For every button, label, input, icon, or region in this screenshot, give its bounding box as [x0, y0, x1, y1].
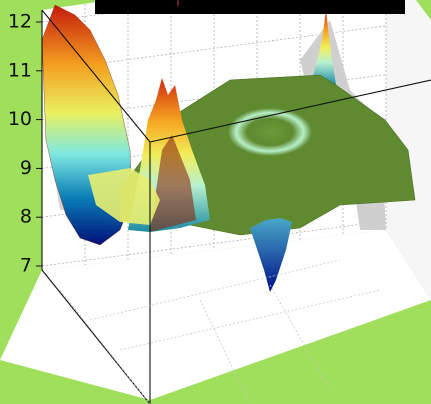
title-bar — [95, 0, 405, 14]
z-tick-label: 7 — [20, 255, 32, 277]
z-axis: 7 8 9 10 11 12 — [8, 11, 42, 277]
grid-line — [41, 220, 387, 267]
z-tick-label: 9 — [20, 157, 32, 179]
front-lip — [88, 168, 160, 225]
side-plane — [386, 0, 431, 300]
grid-line — [41, 0, 214, 23]
box-frame — [41, 9, 431, 404]
z-tick-label: 12 — [8, 11, 32, 33]
z-tick-label: 10 — [8, 108, 32, 130]
z-tick-label: 11 — [8, 59, 32, 81]
deep-trough — [250, 218, 292, 292]
floor-grid — [59, 259, 381, 404]
back-spike — [312, 10, 336, 85]
floor-plane — [0, 230, 431, 400]
ridge-shadow — [150, 135, 196, 232]
z-tick-label: 8 — [20, 206, 32, 228]
